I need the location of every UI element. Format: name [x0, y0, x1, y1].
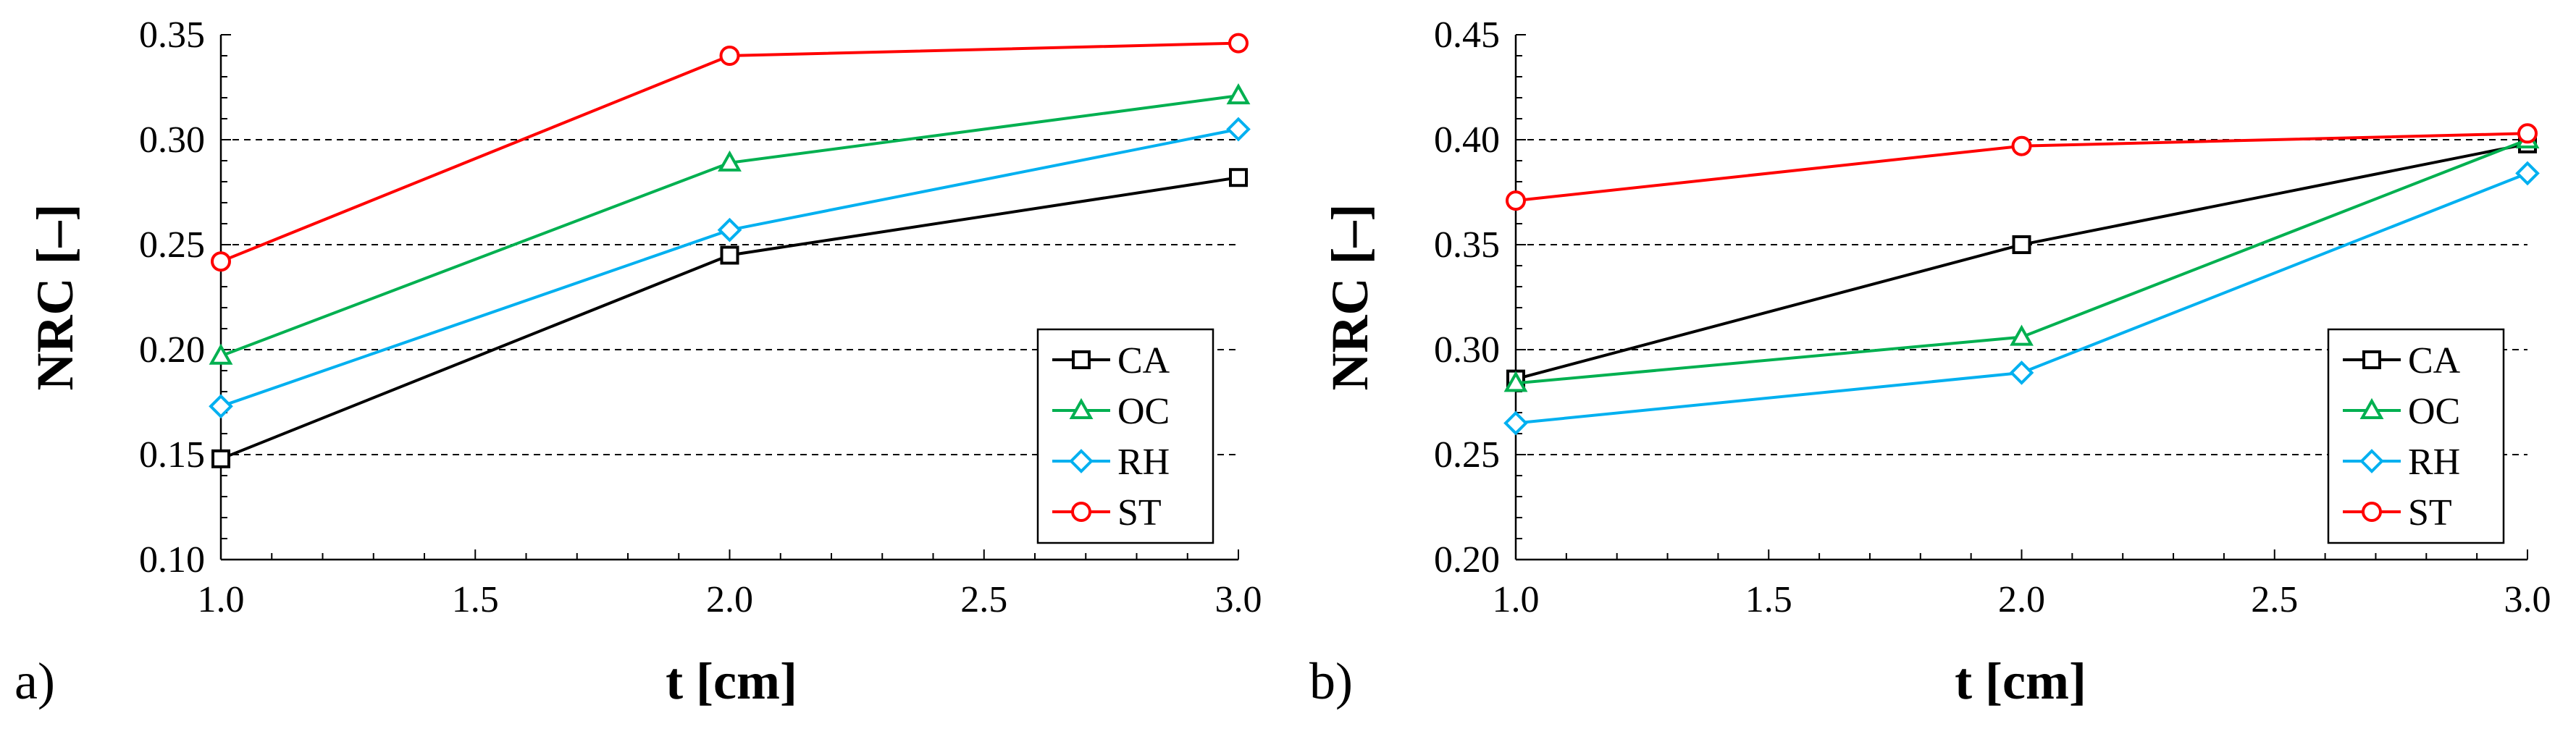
series-st [1506, 123, 2538, 211]
series-oc [1503, 127, 2540, 392]
legend-label-ca: CA [1117, 340, 1170, 381]
data-point-rh [1226, 117, 1251, 142]
data-point-oc [1503, 371, 1528, 392]
data-point-ca [2012, 235, 2031, 254]
legend: CA OC RH ST [2327, 328, 2505, 544]
legend-marker [2359, 449, 2384, 473]
y-tick-label: 0.30 [1434, 329, 1500, 371]
legend-marker [2362, 350, 2381, 369]
data-point-st [719, 46, 740, 66]
chart-panel-b: 0.20 0.25 0.30 0.35 0.40 0.45 1.0 1.5 2.0 2.5 3.0 t… [1309, 14, 2551, 710]
data-point-rh [2009, 361, 2034, 385]
data-point-rh [2515, 161, 2540, 186]
y-axis-title: NRC [–] [26, 204, 84, 391]
data-point-oc [718, 150, 742, 172]
data-point-st [2517, 123, 2538, 144]
x-tick-label: 1.0 [1493, 579, 1540, 620]
y-tick-label: 0.45 [1434, 14, 1500, 56]
x-tick-label: 3.0 [2504, 579, 2551, 620]
series-rh [1503, 161, 2540, 436]
y-tick-label: 0.35 [1434, 224, 1500, 266]
y-axis-title: NRC [–] [1321, 204, 1379, 391]
data-point-ca [211, 449, 230, 468]
series-ca [211, 168, 1248, 468]
panel-label: a) [14, 652, 55, 710]
legend-box [1036, 328, 1214, 544]
data-point-st [211, 251, 231, 272]
legend-label-oc: OC [1117, 391, 1170, 432]
x-axis-title: t [cm] [1955, 652, 2086, 710]
x-tick-label: 3.0 [1215, 579, 1262, 620]
data-point-oc [1226, 83, 1251, 105]
legend-marker [1069, 449, 1094, 473]
legend-marker [1072, 350, 1091, 369]
data-point-st [1228, 33, 1249, 54]
y-tick-label: 0.25 [1434, 434, 1500, 476]
legend-label-st: ST [2408, 492, 2452, 534]
data-point-rh [209, 394, 233, 419]
x-axis-title: t [cm] [666, 652, 797, 710]
y-tick-label: 0.30 [139, 119, 205, 161]
legend-marker [1071, 502, 1091, 522]
series-st [211, 33, 1249, 272]
legend: CA OC RH ST [1036, 328, 1214, 544]
legend-label-rh: RH [2408, 442, 2460, 483]
y-tick-label: 0.20 [139, 329, 205, 371]
y-tick-label: 0.20 [1434, 539, 1500, 581]
panel-label: b) [1309, 652, 1353, 710]
data-point-rh [717, 217, 742, 243]
x-tick-label: 2.5 [2251, 579, 2298, 620]
x-tick-label: 2.0 [1998, 579, 2045, 620]
data-point-oc [209, 343, 233, 365]
series-oc [209, 83, 1251, 365]
data-point-st [2011, 135, 2032, 156]
y-tick-label: 0.25 [139, 224, 205, 266]
x-tick-label: 2.0 [706, 579, 753, 620]
data-point-ca [1229, 168, 1248, 187]
x-tick-label: 1.5 [1745, 579, 1792, 620]
legend-label-st: ST [1117, 492, 1162, 534]
chart-panel-a: 0.10 0.15 0.20 0.25 0.30 0.35 1.0 1.5 2.0 2.5 3.0 t… [14, 14, 1262, 710]
x-tick-label: 2.5 [960, 579, 1007, 620]
data-point-ca [720, 245, 739, 265]
legend-label-oc: OC [2408, 391, 2460, 432]
y-tick-label: 0.15 [139, 434, 205, 476]
legend-marker [2362, 502, 2382, 522]
data-point-oc [2010, 324, 2034, 346]
data-point-st [1506, 190, 1526, 211]
x-tick-label: 1.5 [452, 579, 499, 620]
series-rh [209, 117, 1251, 419]
legend-marker [2359, 397, 2384, 419]
y-tick-label: 0.40 [1434, 119, 1500, 161]
legend-label-ca: CA [2408, 340, 2461, 381]
y-tick-label: 0.35 [139, 14, 205, 56]
legend-marker [1069, 397, 1094, 419]
x-tick-label: 1.0 [198, 579, 245, 620]
data-point-rh [1503, 410, 1528, 436]
legend-label-rh: RH [1117, 442, 1170, 483]
y-tick-label: 0.10 [139, 539, 205, 581]
legend-box [2327, 328, 2505, 544]
